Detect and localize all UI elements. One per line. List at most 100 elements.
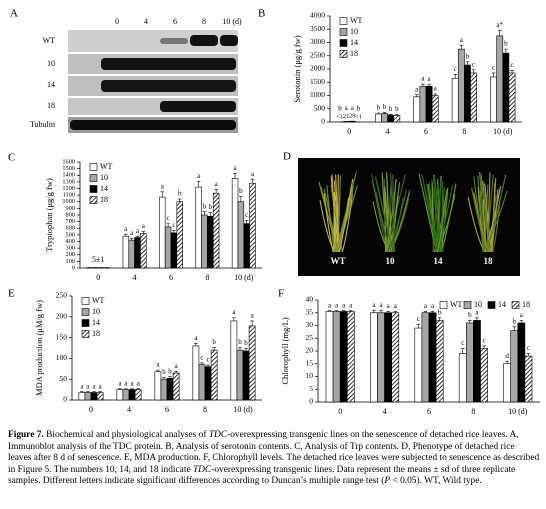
significance-letter: a	[372, 301, 376, 309]
value-label: 29	[349, 113, 356, 120]
bar	[524, 355, 533, 403]
error-bar	[129, 237, 134, 241]
x-tick-label: 0	[347, 127, 351, 136]
y-tick-label: 1500	[310, 77, 325, 86]
x-tick-label: 6	[424, 127, 428, 136]
significance-letter: a	[349, 301, 353, 309]
bar	[195, 186, 202, 269]
significance-letter: a	[156, 361, 160, 369]
y-tick-label: 500	[314, 103, 326, 112]
x-tick-label: 4	[386, 127, 390, 136]
row-label: 14	[47, 80, 55, 89]
error-bar	[160, 191, 165, 198]
y-tick-label: 900	[66, 205, 75, 212]
significance-letter: a	[520, 311, 524, 319]
significance-letter: a	[118, 379, 122, 387]
leaf	[436, 200, 446, 253]
error-bar	[471, 69, 476, 73]
leaf	[384, 186, 387, 253]
bar	[154, 371, 162, 401]
bar	[172, 372, 180, 401]
significance-letter: c	[167, 214, 170, 222]
bar	[332, 311, 341, 403]
significance-letter: c	[172, 221, 175, 229]
error-bar	[510, 70, 514, 73]
bar	[166, 378, 174, 401]
caption-text: TDC	[192, 464, 212, 475]
significance-letter: b	[239, 187, 243, 195]
error-bar	[206, 364, 210, 367]
x-tick-label: 6	[427, 407, 431, 416]
y-tick-label: 1000	[310, 90, 325, 99]
y-tick-label: 30	[306, 320, 314, 329]
error-bar	[239, 196, 243, 202]
legend-swatch	[81, 319, 90, 327]
significance-letter: a	[197, 172, 201, 180]
error-bar	[437, 317, 442, 321]
value-label: <1	[355, 113, 362, 120]
significance-letter: c	[454, 65, 457, 73]
significance-letter: b	[203, 202, 207, 210]
y-axis-label: Chlorophyll (mg/L)	[280, 317, 290, 384]
leaf	[323, 193, 334, 253]
leaf	[438, 186, 445, 253]
legend-swatch	[511, 301, 520, 309]
significance-letter: b	[383, 103, 387, 111]
time-label: 10 (d)	[222, 17, 242, 26]
error-bar	[124, 388, 128, 390]
row-label: 10	[47, 59, 55, 68]
y-tick-label: 50	[60, 374, 68, 383]
error-bar	[250, 178, 255, 184]
bar	[391, 312, 400, 403]
error-bar	[382, 112, 387, 114]
bar	[464, 64, 471, 123]
x-tick-label: 4	[133, 273, 137, 282]
significance-letter: a	[475, 308, 479, 316]
bar	[451, 77, 459, 123]
legend-swatch	[81, 308, 90, 316]
x-tick-label: 0	[338, 407, 342, 416]
error-bar	[465, 61, 470, 66]
leaf	[421, 174, 440, 253]
error-bar	[118, 388, 122, 390]
error-bar	[92, 391, 96, 393]
error-bar	[80, 391, 84, 393]
leaf	[484, 189, 501, 253]
bar	[458, 353, 467, 403]
legend-swatch	[439, 301, 448, 309]
plant-label: 18	[484, 256, 494, 266]
legend-label: 18	[350, 49, 358, 58]
leaf	[392, 174, 395, 253]
significance-letter: b	[178, 190, 182, 198]
error-bar	[388, 114, 393, 116]
significance-letter: a	[394, 302, 398, 310]
significance-letter: a	[136, 227, 140, 235]
legend-label: 10	[92, 307, 100, 316]
y-tick-label: 4000	[310, 11, 325, 20]
y-tick-label: 2500	[310, 50, 325, 59]
leaf	[376, 182, 394, 253]
leaf	[372, 201, 390, 253]
bar	[159, 196, 166, 269]
error-bar	[124, 233, 128, 237]
x-tick-label: 4	[127, 405, 131, 414]
bar	[387, 114, 395, 123]
leaf	[478, 171, 488, 253]
leaf	[381, 172, 388, 253]
significance-letter: c	[492, 64, 495, 72]
error-bar	[459, 44, 464, 50]
y-tick-label: 700	[66, 218, 75, 225]
legend-label: WT	[350, 16, 363, 25]
bar	[428, 312, 437, 403]
error-bar	[166, 223, 170, 227]
bar	[236, 349, 244, 401]
significance-letter: a	[351, 104, 355, 112]
error-bar	[519, 320, 524, 323]
significance-letter: b	[438, 308, 442, 316]
significance-letter: a	[194, 334, 198, 342]
error-bar	[212, 347, 216, 351]
leaf	[473, 176, 485, 253]
bar	[176, 201, 183, 269]
y-tick-label: 15	[306, 358, 314, 367]
